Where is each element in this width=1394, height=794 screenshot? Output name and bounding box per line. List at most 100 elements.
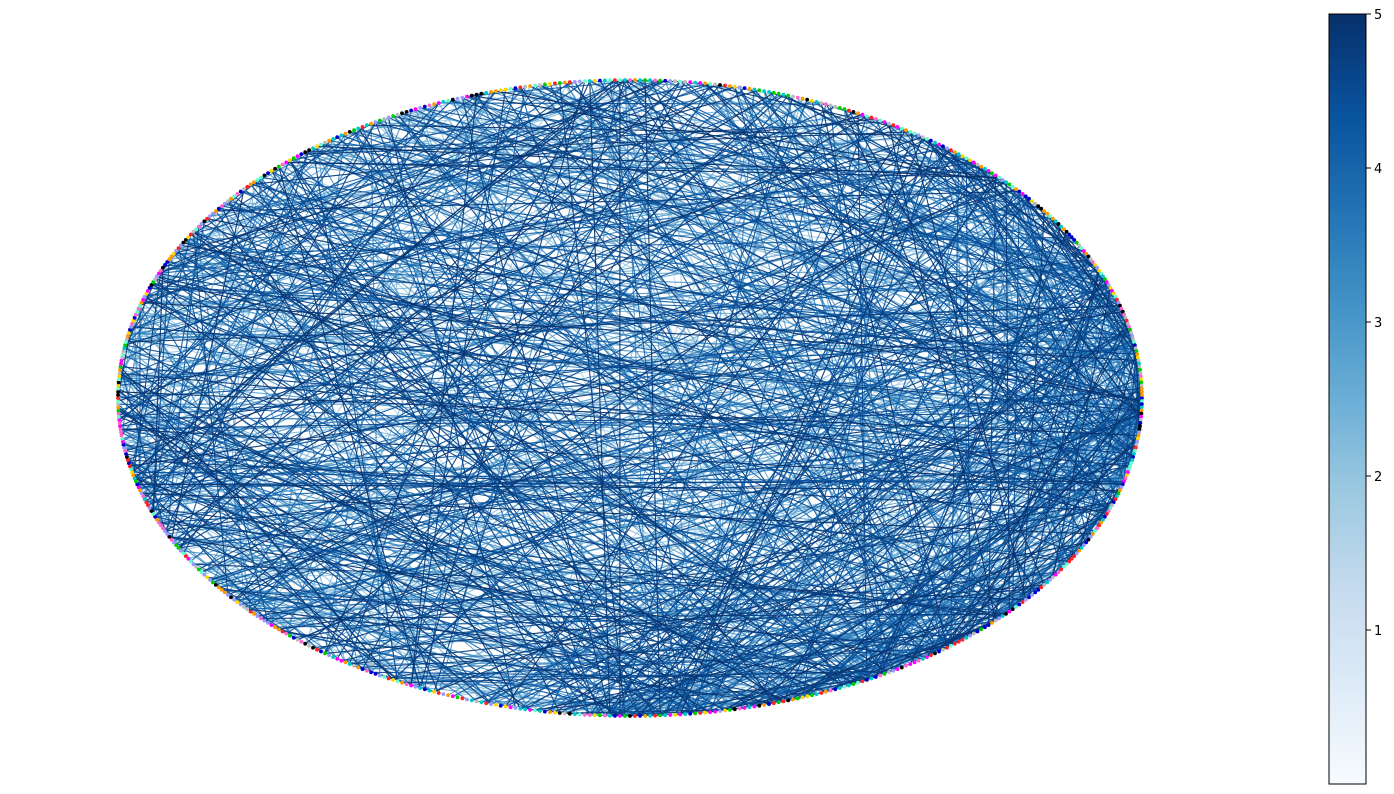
graph-node xyxy=(1140,389,1144,394)
graph-node xyxy=(1086,537,1091,542)
graph-node xyxy=(860,679,865,684)
graph-edge xyxy=(119,102,440,424)
graph-edge xyxy=(410,94,478,686)
graph-node xyxy=(147,506,152,510)
graph-node xyxy=(810,98,814,103)
graph-node xyxy=(538,83,542,87)
graph-node xyxy=(484,701,489,706)
graph-node xyxy=(259,175,263,180)
graph-edge xyxy=(476,94,885,675)
graph-node xyxy=(222,201,227,206)
graph-edge xyxy=(144,296,784,702)
graph-node xyxy=(494,89,498,93)
graph-edge xyxy=(188,123,372,238)
graph-node xyxy=(899,665,904,670)
graph-node xyxy=(997,175,1001,180)
graph-node xyxy=(553,710,557,715)
graph-node xyxy=(1099,520,1103,525)
graph-node xyxy=(1139,380,1144,385)
graph-node xyxy=(176,246,181,251)
graph-node xyxy=(800,695,805,700)
graph-node xyxy=(303,641,308,646)
graph-edge xyxy=(170,188,245,540)
graph-node xyxy=(269,623,274,627)
graph-node xyxy=(276,164,281,169)
graph-node xyxy=(908,130,913,134)
graph-edge xyxy=(357,128,775,704)
graph-edge xyxy=(180,244,1143,402)
graph-edge xyxy=(1127,391,1143,473)
graph-node xyxy=(663,713,668,718)
graph-node xyxy=(1020,600,1025,604)
graph-node xyxy=(1134,349,1139,354)
graph-node xyxy=(742,86,747,90)
graph-node xyxy=(638,714,642,718)
graph-node xyxy=(933,651,937,656)
graph-node xyxy=(165,260,170,264)
graph-node xyxy=(971,631,976,636)
graph-node xyxy=(528,708,532,712)
graph-edge xyxy=(324,110,412,654)
graph-node xyxy=(533,708,537,713)
graph-node xyxy=(229,196,233,201)
graph-node xyxy=(188,232,193,237)
graph-node xyxy=(208,577,212,582)
graph-node xyxy=(718,709,722,713)
graph-node xyxy=(548,82,552,86)
graph-node xyxy=(658,713,662,718)
graph-node xyxy=(1077,243,1082,248)
graph-edge xyxy=(134,79,616,479)
graph-edge xyxy=(127,459,626,717)
graph-node xyxy=(1122,479,1126,484)
graph-node xyxy=(865,114,869,118)
graph-node xyxy=(762,703,766,707)
graph-edge xyxy=(758,142,936,706)
graph-node xyxy=(151,512,156,516)
graph-edge xyxy=(768,574,1056,705)
graph-node xyxy=(952,641,957,646)
graph-node xyxy=(819,691,824,695)
graph-node xyxy=(949,148,953,153)
graph-edge xyxy=(154,93,482,518)
graph-node xyxy=(222,590,227,595)
graph-node xyxy=(608,78,612,83)
graph-node xyxy=(255,178,260,182)
graph-edge xyxy=(218,586,794,701)
graph-node xyxy=(795,696,800,701)
graph-node xyxy=(732,84,737,89)
graph-node xyxy=(673,79,678,84)
graph-node xyxy=(800,96,805,101)
graph-node xyxy=(1004,180,1008,185)
graph-node xyxy=(949,643,953,648)
graph-node xyxy=(1064,229,1069,234)
graph-node xyxy=(1138,368,1142,372)
graph-node xyxy=(851,110,856,114)
graph-node xyxy=(986,169,991,173)
graph-node xyxy=(1017,602,1022,607)
graph-node xyxy=(116,399,120,403)
graph-node xyxy=(323,140,327,145)
graph-node xyxy=(1042,583,1047,587)
graph-node xyxy=(331,655,335,659)
graph-edge xyxy=(164,115,868,532)
graph-edge xyxy=(452,99,691,714)
graph-node xyxy=(899,126,904,131)
graph-node xyxy=(213,209,218,214)
graph-node xyxy=(1123,315,1128,320)
graph-edge xyxy=(141,492,1093,535)
graph-node xyxy=(238,189,243,194)
graph-edge xyxy=(1049,215,1142,414)
graph-node xyxy=(1127,467,1131,472)
graph-node xyxy=(810,693,814,698)
graph-edge xyxy=(729,516,1106,711)
graph-node xyxy=(882,672,887,676)
graph-node xyxy=(891,668,896,673)
graph-edge xyxy=(926,344,1136,658)
graph-node xyxy=(386,115,391,120)
graph-node xyxy=(120,436,125,441)
graph-node xyxy=(990,621,994,625)
graph-node xyxy=(276,627,281,632)
graph-edge xyxy=(857,112,1128,322)
graph-node xyxy=(262,618,267,623)
